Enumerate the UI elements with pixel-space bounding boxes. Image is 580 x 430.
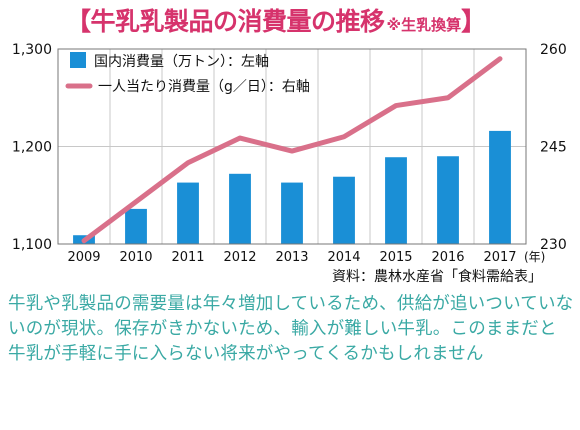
- line-series-per-capita: [81, 56, 503, 244]
- x-axis-tick-label: 2011: [171, 250, 204, 265]
- legend-label-line: 一人当たり消費量（g／日）：右軸: [98, 79, 310, 95]
- x-axis-tick-label: 2014: [327, 250, 360, 265]
- x-axis-unit-label: (年): [524, 250, 545, 264]
- x-axis-tick-label: 2017: [483, 250, 516, 265]
- bar-2011: [177, 182, 199, 244]
- right-axis-tick-label: 245: [540, 140, 567, 156]
- chart-title-note: ※生乳換算: [386, 16, 462, 34]
- x-axis-tick-label: 2013: [275, 250, 308, 265]
- chart-title-main: 【牛乳乳製品の消費量の推移: [66, 7, 385, 36]
- bar-2017: [489, 130, 511, 244]
- bar-2015: [385, 157, 407, 244]
- x-axis-tick-label: 2010: [119, 250, 152, 265]
- x-axis-tick-label: 2015: [379, 250, 412, 265]
- right-axis-tick-label: 260: [540, 42, 567, 58]
- caption-text: 牛乳や乳製品の需要量は年々増加しているため、供給が追いついていないのが現状。保存…: [8, 294, 574, 364]
- bar-2013: [281, 182, 303, 244]
- bar-2010: [125, 208, 147, 244]
- source-note: 資料：農林水産省「食料需給表」: [332, 269, 542, 285]
- bar-2014: [333, 176, 355, 244]
- x-axis-tick-label: 2012: [223, 250, 256, 265]
- left-axis-tick-label: 1,300: [12, 42, 52, 58]
- x-axis-tick-label: 2009: [67, 250, 100, 265]
- x-axis-tick-label: 2016: [431, 250, 464, 265]
- plot-frame: [57, 48, 527, 245]
- left-axis-tick-label: 1,200: [12, 140, 52, 156]
- legend-label-bar: 国内消費量（万トン）：左軸: [94, 54, 269, 70]
- bar-2016: [437, 156, 459, 244]
- chart-canvas: 1,100 1,200 1,300 230 245 260 2009 2010 2011 2012…: [12, 42, 567, 265]
- chart-title-close: 】: [461, 7, 487, 36]
- bar-2012: [229, 173, 251, 244]
- chart-title: 【牛乳乳製品の消費量の推移 ※生乳換算 】: [66, 2, 486, 38]
- left-axis-tick-label: 1,100: [12, 237, 52, 253]
- right-axis-tick-label: 230: [540, 237, 567, 253]
- legend-swatch-bar: [70, 52, 86, 68]
